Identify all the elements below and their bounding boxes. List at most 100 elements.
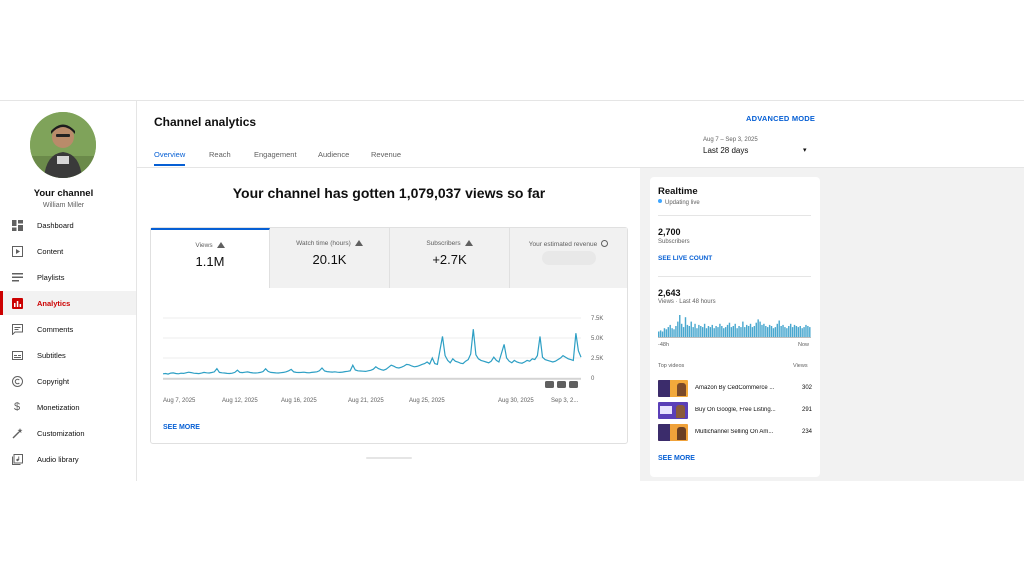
spark-bar xyxy=(734,323,736,337)
spark-bar xyxy=(768,324,771,337)
spark-bar xyxy=(665,329,668,337)
customization-icon xyxy=(11,427,23,439)
tab-revenue[interactable]: Revenue xyxy=(371,150,402,159)
sidebar-item-dashboard[interactable]: Dashboard xyxy=(0,213,136,237)
spark-bar xyxy=(745,324,748,337)
advanced-mode-button[interactable]: ADVANCED MODE xyxy=(746,114,816,123)
top-video-row[interactable]: Buy On Google, Free Listing... 291 xyxy=(658,402,812,420)
sidebar-item-label: Playlists xyxy=(37,272,65,282)
see-live-count-button[interactable]: SEE LIVE COUNT xyxy=(658,255,713,262)
active-tab-indicator xyxy=(154,164,185,166)
spark-bar xyxy=(671,328,673,337)
metric-value: 1.1M xyxy=(195,254,225,269)
date-range-select[interactable]: Last 28 days xyxy=(703,146,749,155)
spark-bar xyxy=(742,321,744,337)
spark-bar xyxy=(786,328,788,337)
avatar[interactable] xyxy=(30,112,96,178)
realtime-views-value: 2,643 xyxy=(658,288,681,298)
top-video-row[interactable]: Multichannel Selling On Am... 234 xyxy=(658,424,812,442)
spark-bar xyxy=(707,326,710,337)
spark-bar xyxy=(684,317,687,337)
y-tick-label: 5.0K xyxy=(591,336,603,342)
copyright-icon xyxy=(11,375,23,387)
spark-bar xyxy=(721,326,723,337)
tab-audience[interactable]: Audience xyxy=(318,150,350,159)
spark-bar xyxy=(784,327,786,337)
spark-bar xyxy=(770,326,773,337)
video-thumbnail xyxy=(658,424,688,441)
sidebar-item-label: Analytics xyxy=(37,298,71,308)
sparkline-start-label: -48h xyxy=(658,342,670,348)
spark-bar xyxy=(675,326,677,337)
metric-tab-subscribers[interactable]: Subscribers +2.7K xyxy=(390,228,510,288)
sidebar-item-subtitles[interactable]: Subtitles xyxy=(0,343,136,367)
realtime-views-label: Views · Last 48 hours xyxy=(658,299,716,305)
spark-bar xyxy=(730,327,733,337)
dashboard-icon xyxy=(11,219,23,231)
sparkline-end-label: Now xyxy=(798,342,810,348)
header-divider xyxy=(137,167,1024,168)
realtime-see-more-button[interactable]: SEE MORE xyxy=(658,455,695,462)
spark-bar xyxy=(761,324,763,337)
spark-bar xyxy=(698,324,700,337)
views-chart: 7.5K 5.0K 2.5K 0 Aug 7, 2025 Aug 12, 2025 Aug … xyxy=(162,316,603,404)
spark-bar xyxy=(661,331,664,337)
spark-bar xyxy=(809,327,811,337)
sidebar-item-comments[interactable]: Comments xyxy=(0,317,136,341)
channel-title: Your channel xyxy=(33,188,94,199)
metric-label: Views xyxy=(195,242,213,249)
x-tick-label: Aug 16, 2025 xyxy=(281,398,317,404)
spark-bar xyxy=(776,323,779,337)
tab-overview[interactable]: Overview xyxy=(154,150,186,159)
sidebar-item-label: Dashboard xyxy=(37,220,74,230)
metric-tab-views[interactable]: Views 1.1M xyxy=(151,228,270,288)
sidebar-item-playlists[interactable]: Playlists xyxy=(0,265,136,289)
spark-bar xyxy=(740,327,742,337)
tab-reach[interactable]: Reach xyxy=(209,150,231,159)
sidebar-item-label: Monetization xyxy=(37,402,80,412)
spark-bar xyxy=(738,326,740,337)
revenue-hidden-value xyxy=(542,251,596,265)
spark-bar xyxy=(726,324,729,337)
top-video-row[interactable]: Amazon By CedCommerce ... 302 xyxy=(658,380,812,398)
sidebar-item-copyright[interactable]: Copyright xyxy=(0,369,136,393)
metric-tab-watch-time[interactable]: Watch time (hours) 20.1K xyxy=(270,228,390,288)
tab-engagement[interactable]: Engagement xyxy=(254,150,297,159)
sidebar-item-content[interactable]: Content xyxy=(0,239,136,263)
metric-tab-revenue[interactable]: Your estimated revenue xyxy=(510,228,627,288)
page-title: Channel analytics xyxy=(154,115,257,129)
spark-bar xyxy=(688,326,691,337)
spark-bar xyxy=(673,329,675,337)
spark-bar xyxy=(807,326,809,337)
live-dot-icon xyxy=(658,199,662,203)
sidebar-item-label: Comments xyxy=(37,324,74,334)
spark-bar xyxy=(658,331,660,337)
sidebar-item-monetization[interactable]: $ Monetization xyxy=(0,395,136,419)
video-thumbnail xyxy=(658,402,688,419)
spark-bar xyxy=(747,326,750,337)
views-column-label: Views xyxy=(793,363,808,369)
sidebar-item-analytics[interactable]: Analytics xyxy=(0,291,136,315)
x-tick-label: Aug 7, 2025 xyxy=(163,398,196,404)
spark-bar xyxy=(659,330,662,337)
video-marker-icon xyxy=(569,381,578,388)
spark-bar xyxy=(724,327,727,337)
sidebar: Your channel William Miller Dashboard Co… xyxy=(0,101,137,481)
realtime-subscribers-label: Subscribers xyxy=(658,239,690,245)
x-tick-label: Aug 12, 2025 xyxy=(222,398,258,404)
spark-bar xyxy=(793,324,796,337)
x-tick-label: Aug 30, 2025 xyxy=(498,398,534,404)
spark-bar xyxy=(717,327,719,337)
spark-bar xyxy=(749,323,752,337)
spark-bar xyxy=(789,323,792,337)
spark-bar xyxy=(801,328,803,337)
see-more-button[interactable]: SEE MORE xyxy=(163,424,200,431)
sidebar-item-customization[interactable]: Customization xyxy=(0,421,136,445)
dropdown-caret-icon[interactable]: ▾ xyxy=(803,147,807,154)
info-icon xyxy=(601,240,609,247)
sidebar-item-audio-library[interactable]: Audio library xyxy=(0,447,136,471)
trend-up-icon xyxy=(354,240,363,246)
spark-bar xyxy=(744,327,746,337)
date-range-text: Aug 7 – Sep 3, 2025 xyxy=(703,137,758,143)
spark-bar xyxy=(780,326,782,337)
